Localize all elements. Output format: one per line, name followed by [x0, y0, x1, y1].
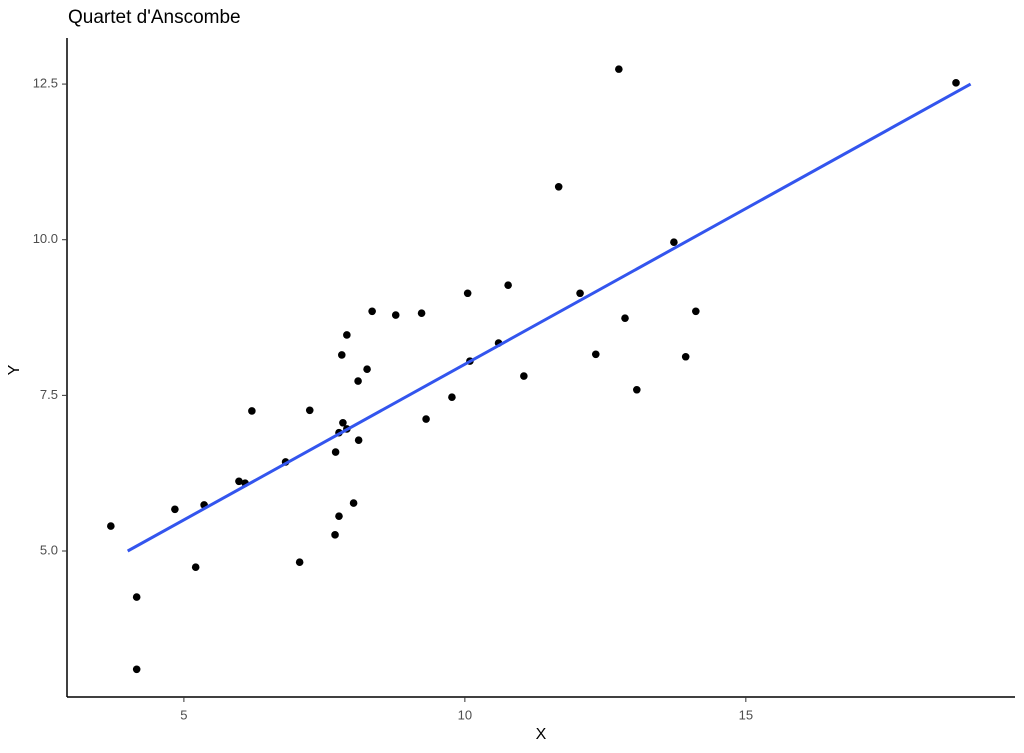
point: [363, 365, 371, 374]
point: [335, 512, 343, 520]
point: [681, 352, 690, 361]
y-tick-label: 12.5: [33, 76, 58, 91]
point: [295, 558, 304, 567]
x-tick-label: 10: [458, 707, 472, 722]
point: [368, 307, 376, 316]
point: [349, 499, 358, 507]
point: [339, 418, 347, 427]
point: [305, 406, 314, 415]
point: [520, 372, 528, 380]
point: [191, 563, 200, 571]
point: [504, 281, 512, 289]
x-tick-label: 5: [180, 707, 187, 722]
point: [692, 307, 700, 316]
point: [107, 522, 115, 530]
point: [417, 309, 426, 317]
point: [132, 665, 141, 674]
point: [337, 351, 346, 359]
point: [463, 289, 472, 298]
point: [235, 477, 243, 486]
y-tick-label: 10.0: [33, 231, 58, 246]
point: [132, 593, 141, 601]
point: [554, 182, 563, 191]
point: [576, 289, 584, 298]
point: [354, 436, 363, 444]
point: [670, 238, 678, 247]
y-tick-label: 5.0: [40, 542, 58, 557]
point: [633, 385, 641, 394]
chart-title: Quartet d'Anscombe: [68, 7, 241, 28]
x-tick-label: 15: [739, 707, 753, 722]
point: [343, 331, 351, 339]
point: [591, 350, 600, 359]
point: [248, 407, 256, 415]
point: [422, 415, 430, 423]
trend-line: [126, 82, 972, 553]
y-tick-label: 7.5: [40, 387, 58, 402]
x-axis-label: X: [536, 726, 547, 743]
point: [952, 79, 960, 87]
point: [615, 65, 623, 73]
point: [391, 311, 400, 319]
point: [354, 377, 362, 385]
point: [621, 314, 629, 322]
point: [331, 448, 340, 456]
y-axis-label: Y: [6, 364, 23, 375]
point: [171, 505, 179, 514]
point: [331, 531, 339, 539]
point: [448, 393, 456, 402]
